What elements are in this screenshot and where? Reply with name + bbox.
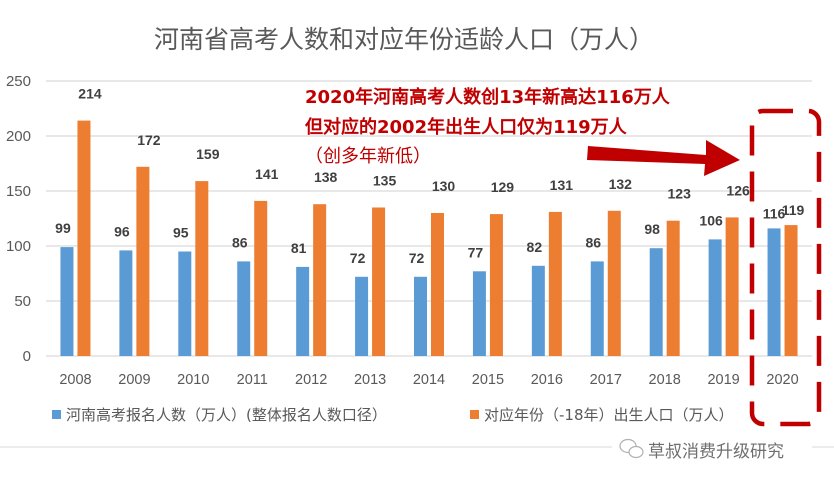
- bar-registrants: [355, 276, 369, 356]
- y-tick-label: 0: [23, 348, 31, 365]
- data-label-registrants: 86: [585, 234, 601, 250]
- x-tick-label: 2013: [354, 372, 386, 388]
- data-label-births: 138: [314, 169, 338, 185]
- bar-births: [254, 200, 268, 356]
- bar-births: [666, 220, 680, 356]
- bar-registrants: [119, 250, 133, 356]
- data-label-registrants: 96: [114, 223, 130, 239]
- y-tick-label: 100: [6, 238, 31, 255]
- watermark: 草叔消费升级研究: [612, 436, 812, 462]
- x-tick-label: 2011: [237, 372, 268, 388]
- annotation-line-3: （创多年新低）: [305, 146, 431, 167]
- y-tick-label: 250: [6, 73, 31, 90]
- x-tick-label: 2019: [707, 372, 739, 388]
- data-label-registrants: 95: [173, 225, 189, 241]
- annotation-line-2: 但对应的2002年出生人口仅为119万人: [304, 116, 628, 138]
- x-tick-label: 2014: [413, 372, 445, 388]
- bar-births: [77, 120, 91, 356]
- bar-registrants: [531, 265, 545, 356]
- x-tick-label: 2015: [472, 372, 504, 388]
- legend-swatch-births: [470, 410, 479, 419]
- x-tick-label: 2017: [590, 372, 622, 388]
- bar-registrants: [60, 247, 74, 356]
- gridlines: [46, 80, 812, 357]
- y-tick-label: 200: [6, 128, 31, 145]
- bar-registrants: [237, 261, 251, 356]
- bars: [60, 120, 798, 356]
- annotation: 2020年河南高考人数创13年新高达116万人 但对应的2002年出生人口仅为1…: [304, 86, 671, 167]
- data-label-registrants: 77: [468, 244, 484, 260]
- data-labels: 99 214 96 172 95 159 86 141 81 138 72 135 72 130 77 129…: [55, 86, 804, 266]
- y-tick-label: 150: [6, 183, 31, 200]
- data-label-births: 123: [668, 186, 692, 202]
- highlight-box-2020: [749, 108, 822, 427]
- bar-registrants: [708, 239, 722, 356]
- data-label-births: 172: [137, 132, 161, 148]
- data-label-births: 159: [196, 146, 220, 162]
- wechat-icon: [619, 438, 644, 459]
- bar-births: [607, 210, 621, 356]
- bar-births: [313, 204, 327, 356]
- bar-births: [784, 225, 798, 356]
- bar-registrants: [767, 228, 781, 356]
- data-label-births: 130: [432, 178, 456, 194]
- data-label-registrants: 81: [291, 240, 307, 256]
- x-tick-label: 2008: [59, 372, 91, 388]
- x-axis: 2008 2009 2010 2011 2012 2013 2014 2015 2016 2017…: [59, 372, 798, 388]
- bar-births: [431, 213, 444, 356]
- bar-births: [489, 214, 503, 356]
- legend: 河南高考报名人数（万人）(整体报名人数口径） 对应年份（-18年）出生人口（万人…: [52, 406, 734, 424]
- bar-registrants: [296, 266, 310, 356]
- bar-registrants: [178, 251, 192, 356]
- data-label-registrants: 106: [699, 212, 723, 228]
- y-tick-label: 50: [14, 293, 31, 310]
- data-label-registrants: 86: [232, 234, 248, 250]
- bar-registrants: [414, 276, 427, 356]
- data-label-births: 119: [782, 202, 805, 218]
- data-label-registrants: 72: [409, 250, 425, 266]
- bar-births: [195, 181, 209, 356]
- legend-swatch-registrants: [52, 410, 61, 419]
- data-label-births: 129: [491, 179, 515, 195]
- bar-births: [136, 166, 150, 356]
- data-label-births: 141: [255, 166, 279, 182]
- data-label-births: 135: [373, 173, 397, 189]
- bar-registrants: [472, 271, 486, 356]
- data-label-births: 131: [550, 177, 574, 193]
- bar-births: [372, 207, 386, 356]
- annotation-line-1: 2020年河南高考人数创13年新高达116万人: [305, 86, 671, 108]
- x-tick-label: 2009: [118, 372, 150, 388]
- legend-label-births: 对应年份（-18年）出生人口（万人）: [484, 406, 734, 424]
- bar-births: [548, 211, 562, 356]
- watermark-text: 草叔消费升级研究: [648, 442, 784, 462]
- data-label-registrants: 72: [350, 250, 366, 266]
- legend-label-registrants: 河南高考报名人数（万人）(整体报名人数口径）: [66, 406, 387, 424]
- data-label-registrants: 99: [55, 220, 71, 236]
- x-tick-label: 2020: [766, 372, 798, 388]
- data-label-registrants: 82: [527, 239, 543, 255]
- bar-registrants: [590, 261, 604, 356]
- y-axis: 0 50 100 150 200 250: [6, 73, 31, 365]
- arrow-icon: [587, 140, 740, 176]
- bar-births: [725, 217, 739, 356]
- x-tick-label: 2018: [649, 372, 681, 388]
- x-tick-label: 2010: [177, 372, 209, 388]
- data-label-registrants: 98: [644, 221, 660, 237]
- x-tick-label: 2012: [295, 372, 327, 388]
- bar-registrants: [649, 248, 663, 356]
- chart-title: 河南省高考人数和对应年份适龄人口（万人）: [154, 25, 654, 54]
- x-tick-label: 2016: [531, 372, 563, 388]
- data-label-births: 214: [78, 86, 102, 102]
- data-label-registrants: 116: [763, 205, 786, 221]
- data-label-births: 126: [726, 182, 750, 198]
- data-label-births: 132: [609, 176, 633, 192]
